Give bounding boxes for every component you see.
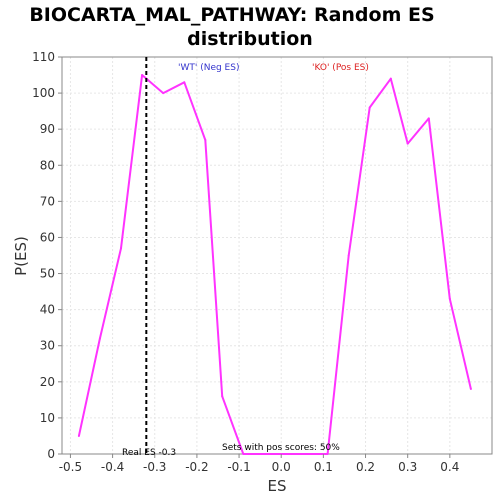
series-layer	[77, 74, 472, 455]
data-point	[263, 453, 266, 455]
y-axis-title: P(ES)	[12, 236, 30, 276]
data-point	[448, 297, 451, 300]
data-point	[221, 395, 224, 398]
x-tick-label: -0.1	[227, 460, 250, 474]
data-point	[284, 453, 287, 455]
y-tick-label: 30	[40, 339, 55, 353]
x-tick-label: -0.5	[59, 460, 82, 474]
data-point	[77, 434, 80, 437]
data-point	[98, 337, 101, 340]
y-tick-label: 70	[40, 194, 55, 208]
y-tick-label: 10	[40, 411, 55, 425]
data-point	[141, 74, 144, 77]
data-point	[204, 139, 207, 142]
real-es-annotation: Real ES -0.3	[122, 448, 176, 458]
plot-area	[61, 56, 493, 455]
x-tick-label: 0.2	[356, 460, 375, 474]
data-point	[469, 388, 472, 391]
grid-lines	[62, 56, 492, 455]
y-tick-label: 0	[47, 447, 55, 461]
data-point	[120, 247, 123, 250]
y-tick-label: 100	[32, 86, 55, 100]
chart-title-line-1: BIOCARTA_MAL_PATHWAY: Random ES	[29, 4, 434, 26]
y-tick-label: 40	[40, 303, 55, 317]
x-tick-label: -0.4	[101, 460, 124, 474]
pos-scores-annotation: Sets with pos scores: 50%	[222, 443, 340, 453]
x-tick-label: 0.1	[314, 460, 333, 474]
y-tick-label: 50	[40, 267, 55, 281]
y-tick-label: 20	[40, 375, 55, 389]
data-point	[242, 453, 245, 455]
chart-title-line-2: distribution	[187, 28, 313, 50]
y-tick-label: 60	[40, 230, 55, 244]
y-tick-label: 110	[32, 50, 55, 64]
data-point	[183, 81, 186, 84]
data-point	[347, 254, 350, 257]
data-point	[368, 106, 371, 109]
tick-layer: 0 10 20 30 40 50 60 70 80 90 100 110 -0.5 -0.4 -0.3 -0.…	[32, 50, 459, 474]
wt-annotation: 'WT' (Neg ES)	[178, 63, 239, 73]
data-point	[326, 453, 329, 455]
data-point	[427, 117, 430, 120]
x-tick-label: 0.4	[440, 460, 459, 474]
series-line	[77, 74, 472, 455]
x-tick-label: -0.3	[143, 460, 166, 474]
data-point	[389, 77, 392, 80]
data-point	[305, 453, 308, 455]
x-axis-title: ES	[268, 477, 287, 495]
data-point	[162, 92, 165, 95]
x-tick-label: -0.2	[185, 460, 208, 474]
data-point	[406, 142, 409, 145]
y-tick-label: 80	[40, 158, 55, 172]
ko-annotation: 'KO' (Pos ES)	[312, 63, 369, 73]
x-tick-label: 0.3	[398, 460, 417, 474]
x-tick-label: 0.0	[272, 460, 291, 474]
y-tick-label: 90	[40, 122, 55, 136]
